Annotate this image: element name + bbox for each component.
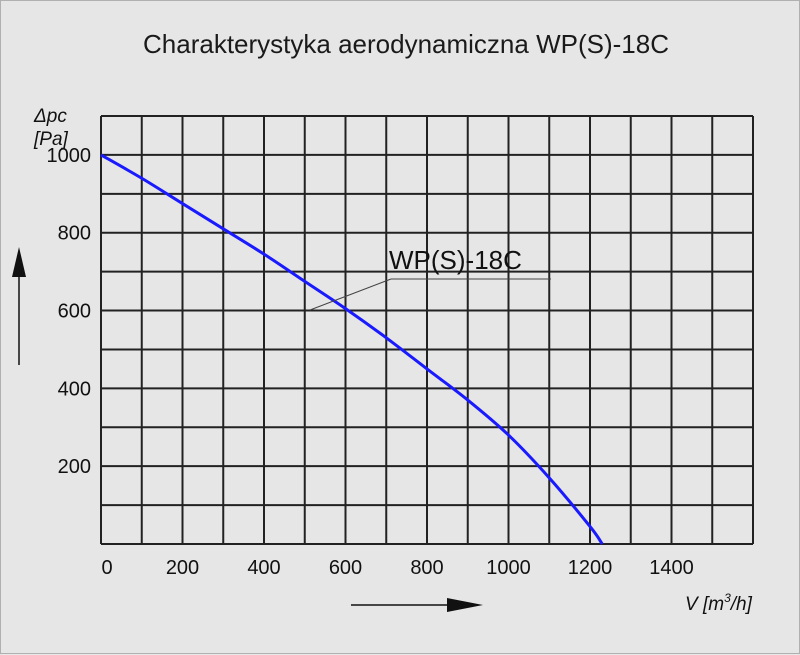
series-layer [100,153,604,545]
x-direction-arrow-icon [351,598,483,612]
x-tick-labels: 0 200 400 600 800 1000 1200 1400 [101,557,693,579]
series-curve [100,153,604,545]
y-axis-label-line2: [Pa] [33,129,69,150]
y-direction-arrow-icon [12,247,26,365]
x-tick-label: 1200 [568,557,613,579]
x-tick-label: 0 [101,557,112,579]
x-tick-label: 1000 [486,557,531,579]
y-tick-label: 200 [58,456,91,478]
y-tick-label: 600 [58,301,91,323]
y-tick-label: 400 [58,378,91,400]
x-tick-label: 1400 [649,557,694,579]
x-tick-label: 600 [329,557,362,579]
y-tick-label: 800 [58,223,91,245]
y-axis-label-line1: Δpc [33,106,67,127]
x-tick-label: 800 [410,557,443,579]
series-label: WP(S)-18C [389,245,522,275]
x-tick-label: 200 [166,557,199,579]
chart-title: Charakterystyka aerodynamiczna WP(S)-18C [143,29,669,59]
grid-layer [100,115,754,545]
y-tick-labels: 200 400 600 800 1000 [47,145,92,478]
x-tick-label: 400 [247,557,280,579]
x-axis-label: V [m3/h] [685,591,753,615]
y-tick-label: 1000 [47,145,92,167]
series-label-leader [309,278,392,311]
